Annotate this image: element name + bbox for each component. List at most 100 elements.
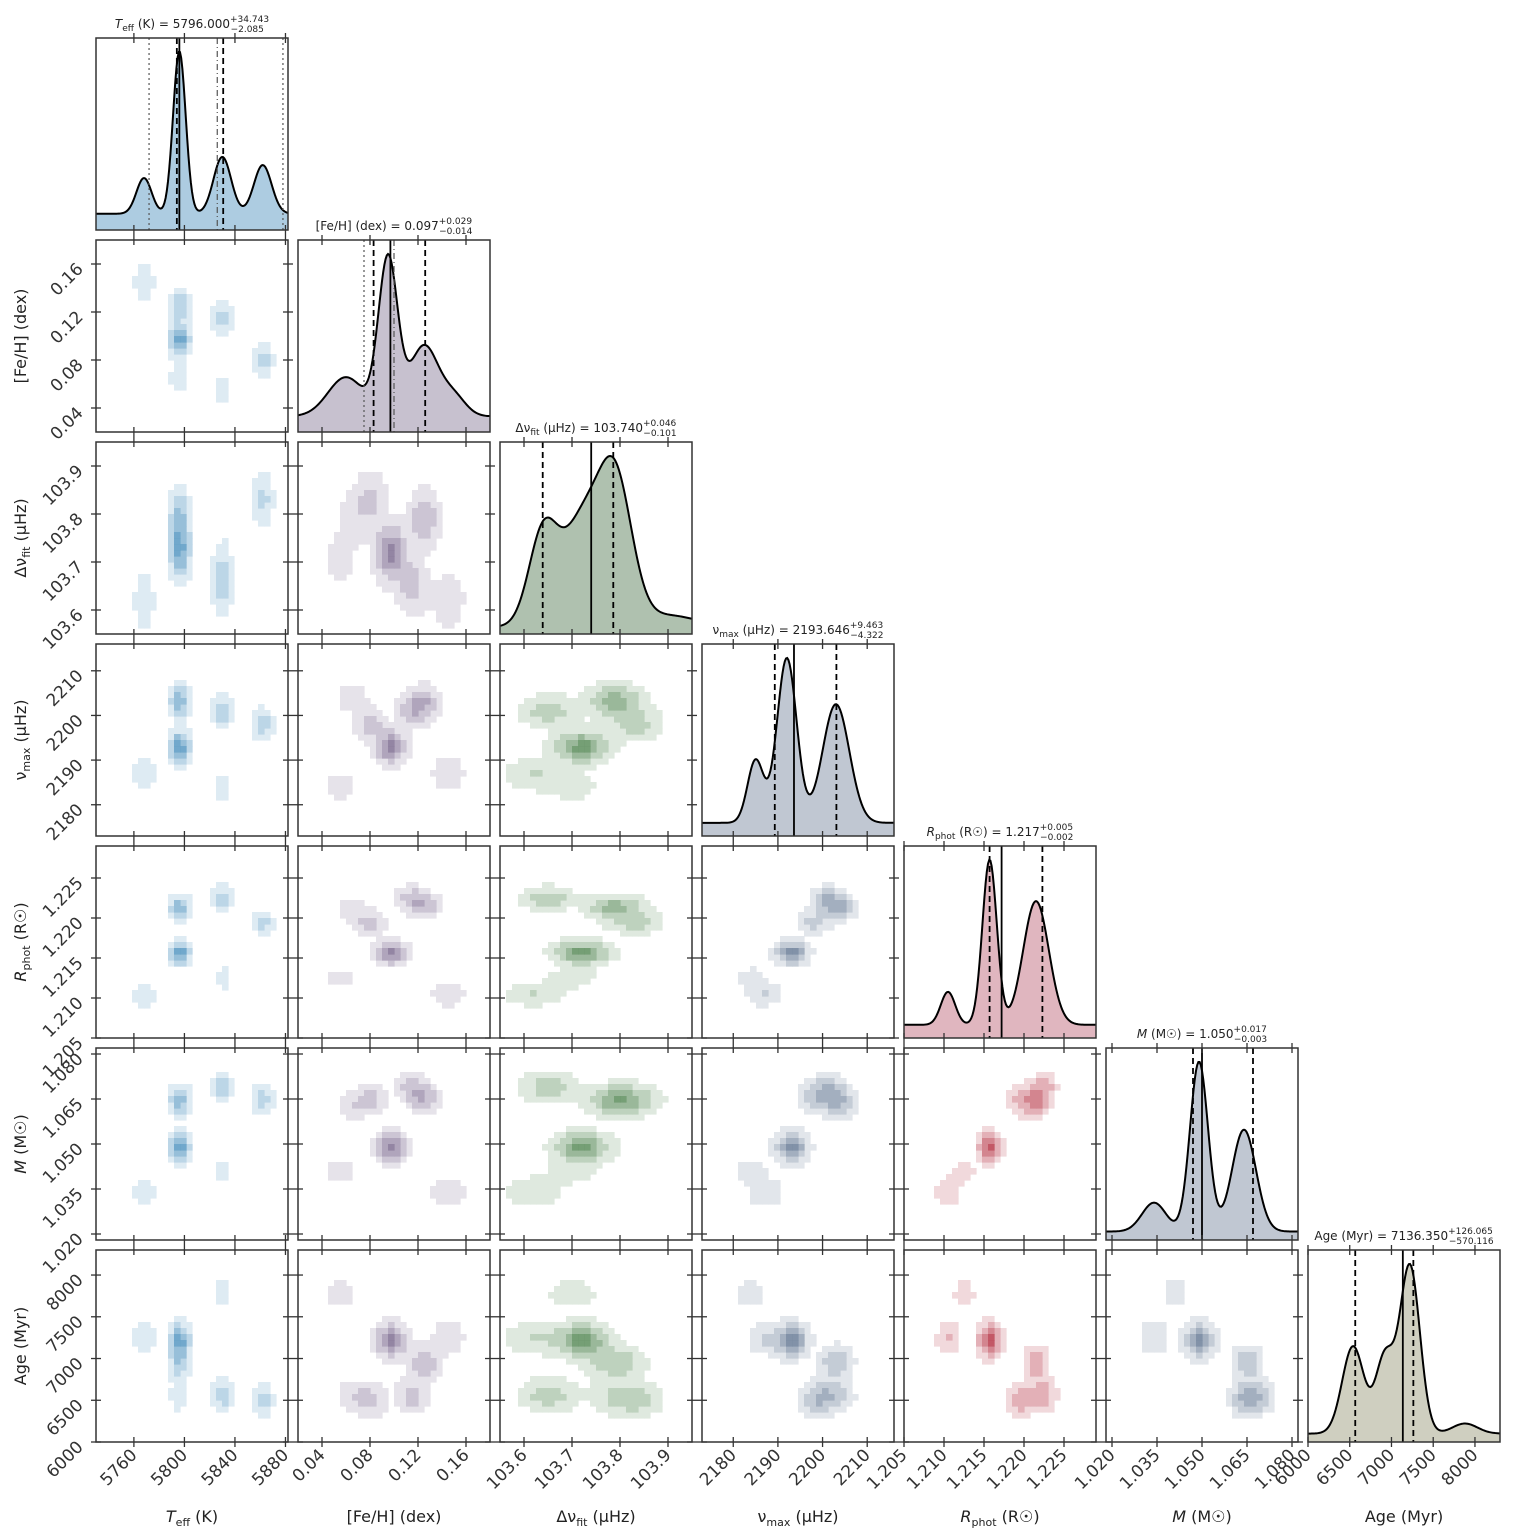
contour-cell-level-1 xyxy=(578,960,585,967)
contour-cell-level-0 xyxy=(560,1132,567,1139)
contour-cell-level-0 xyxy=(1036,1406,1043,1413)
contour-cell-level-0 xyxy=(852,906,859,913)
contour-cell-level-0 xyxy=(370,1334,377,1341)
contour-cell-level-1 xyxy=(560,948,567,955)
contour-cell-level-0 xyxy=(1000,1346,1007,1353)
contour-cell-level-0 xyxy=(572,1280,579,1287)
contour-cell-level-1 xyxy=(1018,1388,1025,1395)
contour-cell-level-2 xyxy=(614,704,621,711)
contour-cell-level-0 xyxy=(346,1102,353,1109)
contour-panel-age-vs-dnu xyxy=(506,1280,663,1419)
contour-cell-level-0 xyxy=(436,520,443,527)
contour-cell-level-0 xyxy=(1024,1412,1031,1419)
contour-cell-level-0 xyxy=(566,758,573,765)
contour-cell-level-1 xyxy=(762,990,769,997)
contour-cell-level-2 xyxy=(614,1090,621,1097)
contour-cell-level-0 xyxy=(584,698,591,705)
contour-cell-level-0 xyxy=(454,996,461,1003)
contour-cell-level-0 xyxy=(222,1072,229,1079)
contour-cell-level-0 xyxy=(400,728,407,735)
contour-cell-level-2 xyxy=(180,1138,187,1145)
contour-cell-level-0 xyxy=(228,586,235,593)
contour-cell-level-0 xyxy=(418,562,425,569)
contour-cell-level-0 xyxy=(1256,1376,1263,1383)
contour-cell-level-1 xyxy=(560,1334,567,1341)
contour-cell-level-0 xyxy=(530,1340,537,1347)
contour-cell-level-0 xyxy=(340,794,347,801)
contour-cell-level-1 xyxy=(590,1132,597,1139)
contour-cell-level-0 xyxy=(1232,1370,1239,1377)
contour-cell-level-0 xyxy=(810,1334,817,1341)
contour-cell-level-0 xyxy=(852,912,859,919)
contour-cell-level-0 xyxy=(602,1406,609,1413)
contour-cell-level-0 xyxy=(638,1412,645,1419)
contour-cell-level-0 xyxy=(144,770,151,777)
contour-cell-level-2 xyxy=(834,906,841,913)
contour-cell-level-0 xyxy=(602,716,609,723)
contour-cell-level-0 xyxy=(768,1346,775,1353)
contour-cell-level-0 xyxy=(644,692,651,699)
contour-cell-level-0 xyxy=(174,680,181,687)
contour-cell-level-1 xyxy=(168,514,175,521)
contour-cell-level-0 xyxy=(542,764,549,771)
contour-cell-level-1 xyxy=(554,1394,561,1401)
contour-cell-level-1 xyxy=(780,942,787,949)
contour-cell-level-2 xyxy=(174,1328,181,1335)
contour-cell-level-1 xyxy=(1030,1358,1037,1365)
contour-cell-level-0 xyxy=(168,294,175,301)
contour-cell-level-0 xyxy=(798,924,805,931)
contour-cell-level-0 xyxy=(400,900,407,907)
contour-cell-level-2 xyxy=(388,562,395,569)
contour-cell-level-1 xyxy=(768,1340,775,1347)
contour-cell-level-0 xyxy=(406,1144,413,1151)
contour-cell-level-0 xyxy=(982,1352,989,1359)
contour-cell-level-1 xyxy=(786,1132,793,1139)
contour-cell-level-1 xyxy=(602,948,609,955)
contour-cell-level-0 xyxy=(216,396,223,403)
contour-cell-level-1 xyxy=(168,342,175,349)
contour-cell-level-0 xyxy=(228,556,235,563)
hist-fill-teff xyxy=(96,52,288,230)
contour-cell-level-0 xyxy=(132,598,139,605)
contour-cell-level-0 xyxy=(346,918,353,925)
contour-cell-level-2 xyxy=(388,1138,395,1145)
contour-cell-level-3 xyxy=(572,1340,579,1347)
contour-cell-level-0 xyxy=(138,1192,145,1199)
contour-cell-level-0 xyxy=(566,794,573,801)
contour-cell-level-0 xyxy=(940,1340,947,1347)
contour-cell-level-2 xyxy=(834,1096,841,1103)
contour-cell-level-0 xyxy=(756,1286,763,1293)
contour-cell-level-0 xyxy=(542,1328,549,1335)
contour-cell-level-0 xyxy=(418,1382,425,1389)
contour-cell-level-1 xyxy=(180,900,187,907)
contour-cell-level-0 xyxy=(774,984,781,991)
contour-cell-level-0 xyxy=(566,770,573,777)
contour-cell-level-1 xyxy=(1030,1394,1037,1401)
contour-cell-level-0 xyxy=(340,1280,347,1287)
contour-cell-level-0 xyxy=(608,1334,615,1341)
contour-cell-level-2 xyxy=(174,906,181,913)
contour-cell-level-2 xyxy=(590,1144,597,1151)
contour-cell-level-0 xyxy=(436,592,443,599)
contour-cell-level-0 xyxy=(454,616,461,623)
contour-cell-level-0 xyxy=(210,306,217,313)
contour-cell-level-2 xyxy=(388,734,395,741)
contour-cell-level-1 xyxy=(400,1150,407,1157)
contour-cell-level-0 xyxy=(518,710,525,717)
contour-cell-level-1 xyxy=(620,710,627,717)
contour-cell-level-0 xyxy=(554,728,561,735)
contour-cell-level-0 xyxy=(792,1162,799,1169)
contour-cell-level-0 xyxy=(650,1400,657,1407)
contour-cell-level-0 xyxy=(180,680,187,687)
contour-cell-level-0 xyxy=(566,1162,573,1169)
contour-cell-level-0 xyxy=(174,288,181,295)
contour-cell-level-1 xyxy=(536,894,543,901)
contour-cell-level-0 xyxy=(750,1198,757,1205)
contour-cell-level-0 xyxy=(590,960,597,967)
contour-cell-level-2 xyxy=(382,948,389,955)
contour-cell-level-0 xyxy=(340,568,347,575)
contour-cell-level-0 xyxy=(536,1198,543,1205)
contour-cell-level-0 xyxy=(442,990,449,997)
contour-cell-level-0 xyxy=(174,722,181,729)
contour-cell-level-0 xyxy=(1244,1412,1251,1419)
